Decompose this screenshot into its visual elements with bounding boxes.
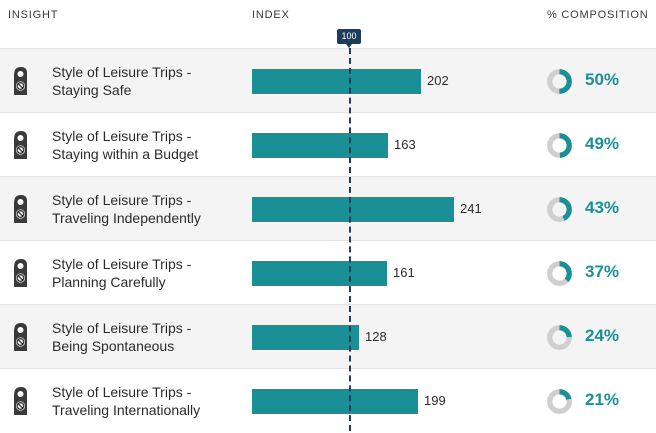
index-value-label: 128 [365, 329, 387, 344]
index-bar [252, 197, 454, 222]
index-value-label: 202 [427, 73, 449, 88]
donut-arc [547, 325, 572, 350]
insight-row: Style of Leisure Trips - Traveling Indepe… [0, 176, 656, 241]
composition-percent: 50% [585, 70, 620, 89]
insight-label-line: Style of Leisure Trips - [52, 320, 192, 336]
insight-label: Style of Leisure Trips - Staying Safe [52, 63, 191, 99]
insight-label-line: Being Spontaneous [52, 338, 175, 354]
insight-label-line: Style of Leisure Trips - [52, 64, 192, 80]
composition-donut [547, 133, 572, 158]
insight-label-line: Traveling Internationally [52, 402, 201, 418]
insight-label-line: Style of Leisure Trips - [52, 256, 192, 272]
donut-arc [547, 197, 572, 222]
index-bar [252, 261, 387, 286]
insight-row: Style of Leisure Trips - Traveling Intern… [0, 368, 656, 433]
donut-arc [547, 261, 572, 286]
door-hanger-icon [14, 131, 27, 159]
index-bar [252, 389, 418, 414]
composition-donut [547, 325, 572, 350]
donut-arc [547, 389, 572, 414]
insight-label: Style of Leisure Trips - Traveling Intern… [52, 383, 200, 419]
composition-percent: 24% [585, 326, 620, 345]
index-value-label: 161 [393, 265, 415, 280]
composition-donut [547, 197, 572, 222]
door-hanger-icon [14, 195, 27, 223]
index-header: INDEX [252, 9, 290, 21]
index-bar [252, 69, 421, 94]
insight-row: Style of Leisure Trips - Planning Careful… [0, 240, 656, 305]
index-value-label: 163 [394, 137, 416, 152]
index-value-label: 241 [460, 201, 482, 216]
composition-header: % COMPOSITION [547, 9, 649, 21]
insight-label-line: Staying Safe [52, 82, 132, 98]
composition-percent: 21% [585, 390, 620, 409]
insight-label-line: Staying within a Budget [52, 146, 199, 162]
composition-percent: 49% [585, 134, 620, 153]
reference-line [349, 48, 351, 431]
insight-header: INSIGHT [8, 9, 59, 21]
composition-donut [547, 389, 572, 414]
insight-label-line: Style of Leisure Trips - [52, 192, 192, 208]
door-hanger-icon [14, 323, 27, 351]
composition-percent: 37% [585, 262, 620, 281]
donut-arc [547, 69, 572, 94]
composition-donut [547, 261, 572, 286]
insight-row: Style of Leisure Trips - Staying within a… [0, 112, 656, 177]
donut-arc [547, 133, 572, 158]
door-hanger-icon [14, 259, 27, 287]
index-bar [252, 133, 388, 158]
insight-label-line: Planning Carefully [52, 274, 166, 290]
door-hanger-icon [14, 67, 27, 95]
insight-label: Style of Leisure Trips - Planning Careful… [52, 255, 191, 291]
index-value-label: 199 [424, 393, 446, 408]
composition-donut [547, 69, 572, 94]
insight-label: Style of Leisure Trips - Staying within a… [52, 127, 198, 163]
insight-label: Style of Leisure Trips - Being Spontaneou… [52, 319, 191, 355]
insight-row: Style of Leisure Trips - Staying Safe 202 5… [0, 48, 656, 113]
composition-percent: 43% [585, 198, 620, 217]
index-bar [252, 325, 359, 350]
insight-row: Style of Leisure Trips - Being Spontaneou… [0, 304, 656, 369]
door-hanger-icon [14, 387, 27, 415]
insight-label-line: Traveling Independently [52, 210, 201, 226]
insight-label-line: Style of Leisure Trips - [52, 128, 192, 144]
insight-label: Style of Leisure Trips - Traveling Indepe… [52, 191, 201, 227]
insight-label-line: Style of Leisure Trips - [52, 384, 192, 400]
reference-marker: 100 [337, 29, 361, 48]
